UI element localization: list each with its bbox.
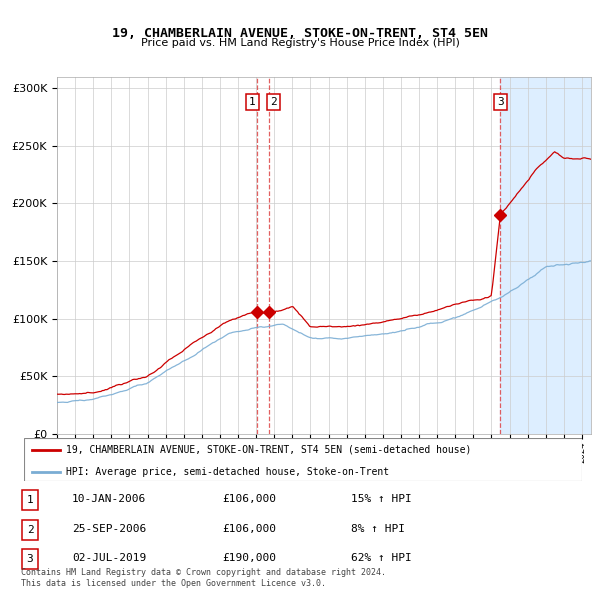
Text: 1: 1 [26, 496, 34, 506]
Text: 1: 1 [249, 97, 256, 107]
FancyBboxPatch shape [22, 520, 38, 540]
Text: 10-JAN-2006: 10-JAN-2006 [72, 494, 146, 504]
Text: 3: 3 [26, 555, 34, 565]
Text: 19, CHAMBERLAIN AVENUE, STOKE-ON-TRENT, ST4 5EN (semi-detached house): 19, CHAMBERLAIN AVENUE, STOKE-ON-TRENT, … [66, 445, 471, 455]
Text: Contains HM Land Registry data © Crown copyright and database right 2024.
This d: Contains HM Land Registry data © Crown c… [21, 568, 386, 588]
FancyBboxPatch shape [22, 490, 38, 510]
Bar [500, 77, 591, 434]
FancyBboxPatch shape [24, 438, 582, 481]
Text: 2: 2 [26, 525, 34, 535]
FancyBboxPatch shape [22, 549, 38, 569]
Text: £190,000: £190,000 [222, 553, 276, 563]
Text: HPI: Average price, semi-detached house, Stoke-on-Trent: HPI: Average price, semi-detached house,… [66, 467, 389, 477]
Text: £106,000: £106,000 [222, 524, 276, 533]
Text: £106,000: £106,000 [222, 494, 276, 504]
Text: 02-JUL-2019: 02-JUL-2019 [72, 553, 146, 563]
Text: 8% ↑ HPI: 8% ↑ HPI [351, 524, 405, 533]
Text: 25-SEP-2006: 25-SEP-2006 [72, 524, 146, 533]
Text: 62% ↑ HPI: 62% ↑ HPI [351, 553, 412, 563]
Text: 3: 3 [497, 97, 504, 107]
Text: 2: 2 [271, 97, 277, 107]
Text: 15% ↑ HPI: 15% ↑ HPI [351, 494, 412, 504]
Text: Price paid vs. HM Land Registry's House Price Index (HPI): Price paid vs. HM Land Registry's House … [140, 38, 460, 48]
Text: 19, CHAMBERLAIN AVENUE, STOKE-ON-TRENT, ST4 5EN: 19, CHAMBERLAIN AVENUE, STOKE-ON-TRENT, … [112, 27, 488, 40]
